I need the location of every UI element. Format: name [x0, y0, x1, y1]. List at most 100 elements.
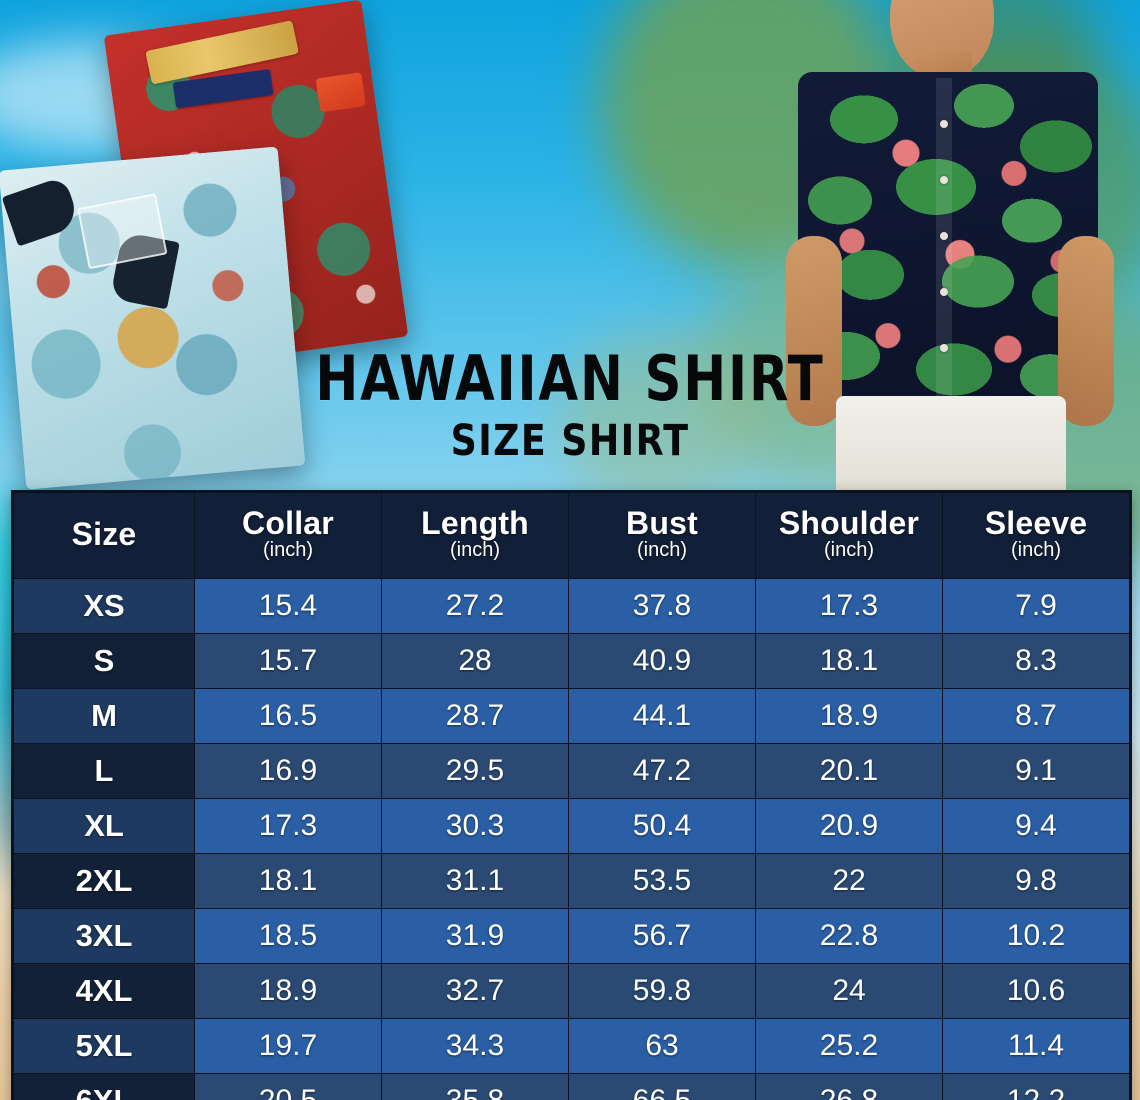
measurement-cell-sleeve: 12.2 — [942, 1073, 1130, 1100]
measurement-cell-bust: 59.8 — [568, 963, 756, 1019]
column-header-name: Length — [421, 505, 529, 541]
measurement-cell-shoulder: 22.8 — [755, 908, 943, 964]
column-header-sleeve: Sleeve (inch) — [942, 492, 1130, 579]
measurement-cell-collar: 17.3 — [194, 798, 382, 854]
model-right-arm — [1058, 236, 1114, 426]
size-label-cell: M — [13, 688, 195, 744]
measurement-cell-length: 32.7 — [381, 963, 569, 1019]
measurement-cell-collar: 20.5 — [194, 1073, 382, 1100]
size-label-cell: 3XL — [13, 908, 195, 964]
column-header-unit: (inch) — [262, 539, 313, 561]
measurement-cell-shoulder: 26.8 — [755, 1073, 943, 1100]
measurement-cell-sleeve: 11.4 — [942, 1018, 1130, 1074]
column-header-name: Bust — [626, 505, 698, 541]
measurement-cell-bust: 50.4 — [568, 798, 756, 854]
column-header-name: Shoulder — [778, 505, 920, 541]
shirt-button — [940, 176, 948, 184]
size-chart-table-wrap: Size Collar (inch) Length (inch) Bust (inch) Sh… — [11, 490, 1132, 1100]
shirt-sleeve-badge — [315, 72, 366, 113]
table-row: XS 15.4 27.2 37.8 17.3 7.9 — [13, 578, 1130, 634]
table-row: M 16.5 28.7 44.1 18.9 8.7 — [13, 688, 1130, 744]
measurement-cell-length: 31.1 — [381, 853, 569, 909]
measurement-cell-bust: 47.2 — [568, 743, 756, 799]
column-header-length: Length (inch) — [381, 492, 569, 579]
measurement-cell-length: 31.9 — [381, 908, 569, 964]
measurement-cell-bust: 44.1 — [568, 688, 756, 744]
measurement-cell-length: 27.2 — [381, 578, 569, 634]
measurement-cell-length: 29.5 — [381, 743, 569, 799]
size-label-cell: 2XL — [13, 853, 195, 909]
measurement-cell-shoulder: 24 — [755, 963, 943, 1019]
measurement-cell-length: 34.3 — [381, 1018, 569, 1074]
size-label-cell: XL — [13, 798, 195, 854]
model-white-pants — [836, 396, 1066, 492]
size-chart-table: Size Collar (inch) Length (inch) Bust (inch) Sh… — [13, 492, 1130, 1100]
column-header-name: Size — [71, 515, 137, 552]
table-row: XL 17.3 30.3 50.4 20.9 9.4 — [13, 798, 1130, 854]
size-label-cell: S — [13, 633, 195, 689]
measurement-cell-sleeve: 9.4 — [942, 798, 1130, 854]
measurement-cell-collar: 16.9 — [194, 743, 382, 799]
measurement-cell-sleeve: 9.1 — [942, 743, 1130, 799]
measurement-cell-shoulder: 18.1 — [755, 633, 943, 689]
table-row: 4XL 18.9 32.7 59.8 24 10.6 — [13, 963, 1130, 1019]
measurement-cell-length: 28.7 — [381, 688, 569, 744]
measurement-cell-shoulder: 17.3 — [755, 578, 943, 634]
measurement-cell-bust: 56.7 — [568, 908, 756, 964]
palm-foliage-blur — [560, 330, 760, 510]
column-header-name: Collar — [242, 505, 334, 541]
size-label-cell: 5XL — [13, 1018, 195, 1074]
shirt-button — [940, 232, 948, 240]
column-header-size: Size — [13, 492, 195, 579]
measurement-cell-length: 30.3 — [381, 798, 569, 854]
column-header-unit: (inch) — [636, 539, 687, 561]
column-header-unit: (inch) — [449, 539, 500, 561]
measurement-cell-shoulder: 20.1 — [755, 743, 943, 799]
shirt-collar-dark — [1, 175, 81, 247]
measurement-cell-sleeve: 10.2 — [942, 908, 1130, 964]
measurement-cell-collar: 19.7 — [194, 1018, 382, 1074]
measurement-cell-shoulder: 18.9 — [755, 688, 943, 744]
navy-monstera-flamingo-shirt — [798, 72, 1098, 410]
shirt-button — [940, 120, 948, 128]
measurement-cell-bust: 37.8 — [568, 578, 756, 634]
measurement-cell-collar: 18.5 — [194, 908, 382, 964]
table-row: 3XL 18.5 31.9 56.7 22.8 10.2 — [13, 908, 1130, 964]
measurement-cell-shoulder: 22 — [755, 853, 943, 909]
shirt-button — [940, 344, 948, 352]
size-label-cell: XS — [13, 578, 195, 634]
measurement-cell-bust: 40.9 — [568, 633, 756, 689]
measurement-cell-length: 28 — [381, 633, 569, 689]
table-header: Size Collar (inch) Length (inch) Bust (inch) Sh… — [13, 492, 1130, 579]
table-row: L 16.9 29.5 47.2 20.1 9.1 — [13, 743, 1130, 799]
measurement-cell-bust: 66.5 — [568, 1073, 756, 1100]
measurement-cell-collar: 16.5 — [194, 688, 382, 744]
column-header-bust: Bust (inch) — [568, 492, 756, 579]
measurement-cell-sleeve: 8.7 — [942, 688, 1130, 744]
column-header-collar: Collar (inch) — [194, 492, 382, 579]
measurement-cell-bust: 53.5 — [568, 853, 756, 909]
column-header-unit: (inch) — [823, 539, 874, 561]
measurement-cell-sleeve: 8.3 — [942, 633, 1130, 689]
table-row: 6XL20.535.866.526.812.2 — [13, 1073, 1130, 1100]
measurement-cell-collar: 18.1 — [194, 853, 382, 909]
folded-shirts-photo — [0, 0, 409, 490]
size-label-cell: L — [13, 743, 195, 799]
table-body: XS 15.4 27.2 37.8 17.3 7.9 S 15.7 28 40.9 18.1 8.3 M… — [13, 578, 1130, 1100]
table-row: 5XL 19.7 34.3 63 25.2 11.4 — [13, 1018, 1130, 1074]
measurement-cell-shoulder: 20.9 — [755, 798, 943, 854]
size-label-cell: 6XL — [13, 1073, 195, 1100]
table-row: S 15.7 28 40.9 18.1 8.3 — [13, 633, 1130, 689]
measurement-cell-shoulder: 25.2 — [755, 1018, 943, 1074]
measurement-cell-sleeve: 10.6 — [942, 963, 1130, 1019]
measurement-cell-sleeve: 9.8 — [942, 853, 1130, 909]
measurement-cell-sleeve: 7.9 — [942, 578, 1130, 634]
measurement-cell-collar: 15.7 — [194, 633, 382, 689]
measurement-cell-collar: 15.4 — [194, 578, 382, 634]
model-left-arm — [786, 236, 842, 426]
column-header-name: Sleeve — [984, 505, 1088, 541]
measurement-cell-collar: 18.9 — [194, 963, 382, 1019]
shirt-button — [940, 288, 948, 296]
measurement-cell-length: 35.8 — [381, 1073, 569, 1100]
